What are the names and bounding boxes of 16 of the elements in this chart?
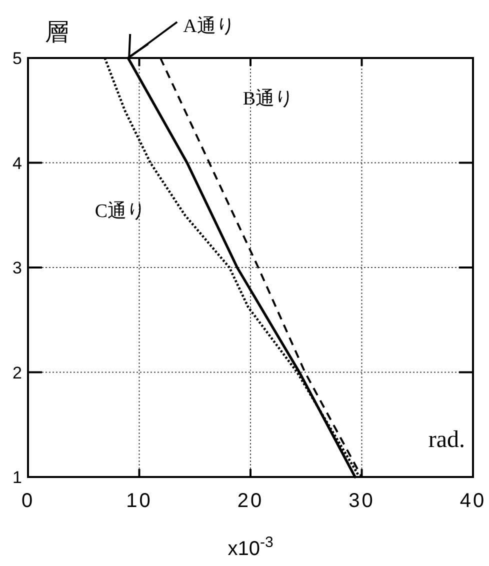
x-tick-label: 10 — [126, 490, 152, 512]
y-tick-label: 3 — [12, 258, 22, 278]
x-tick-label: 40 — [460, 490, 486, 512]
x-tick-label: 20 — [237, 490, 264, 512]
annotation: rad. — [428, 427, 465, 453]
x-tick-label: 0 — [21, 490, 35, 512]
series-label: C通り — [94, 201, 146, 222]
legend-label: A通り — [183, 16, 235, 37]
y-tick-label: 1 — [12, 468, 22, 487]
y-axis-title: 層 — [45, 20, 69, 46]
x-axis-title: x10$^{-3}$ — [228, 534, 274, 560]
y-tick-label: 4 — [12, 154, 22, 173]
y-tick-label: 2 — [12, 363, 22, 382]
x-tick-label: 30 — [348, 490, 375, 512]
y-tick-label: 5 — [12, 49, 22, 68]
text: B通り — [242, 88, 294, 110]
